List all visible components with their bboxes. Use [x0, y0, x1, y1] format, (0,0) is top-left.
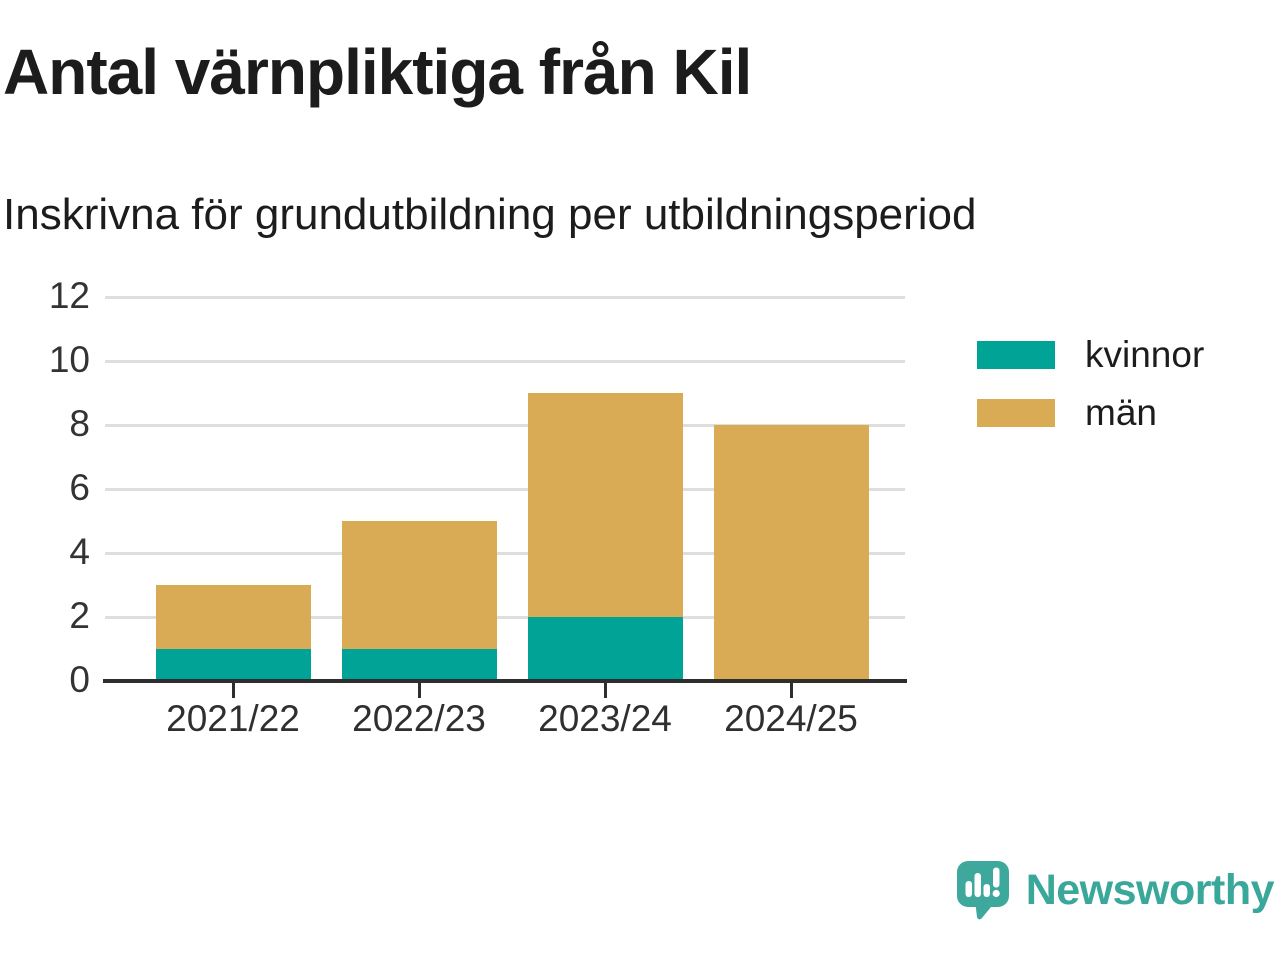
x-axis-tick: [603, 683, 607, 698]
x-axis-tick: [789, 683, 793, 698]
x-axis-category-label: 2022/23: [352, 698, 486, 739]
y-axis-tick-label: 4: [69, 531, 90, 573]
gridline-y8: [105, 423, 905, 427]
newsworthy-logo: Newsworthy: [956, 860, 1275, 920]
y-axis-tick-label: 10: [48, 339, 90, 381]
x-axis-line: [103, 679, 907, 683]
y-axis-tick-label: 2: [69, 595, 90, 637]
x-axis-category-label: 2023/24: [538, 698, 672, 739]
y-axis-tick-label: 8: [69, 403, 90, 445]
newsworthy-logo-icon: [956, 861, 1009, 920]
legend-swatch-kvinnor: [977, 341, 1055, 369]
bar-segment-kvinnor-2022/23: [341, 649, 497, 681]
x-axis-tick: [417, 683, 421, 698]
chart-subtitle: Inskrivna för grundutbildning per utbild…: [3, 190, 977, 239]
legend-label-kvinnor: kvinnor: [1085, 334, 1205, 375]
x-axis-category-label: 2021/22: [166, 698, 300, 739]
gridline-y6: [105, 487, 905, 491]
bar-segment-män-2021/22: [155, 585, 311, 649]
x-axis-tick: [231, 683, 235, 698]
gridline-y2: [105, 615, 905, 619]
x-axis-category-label: 2024/25: [724, 698, 858, 739]
y-axis-tick-label: 6: [69, 467, 90, 509]
gridline-y4: [105, 551, 905, 555]
legend-swatch-män: [977, 399, 1055, 427]
bar-segment-kvinnor-2021/22: [155, 649, 311, 681]
legend-label-män: män: [1085, 392, 1157, 433]
gridline-y12: [105, 295, 905, 299]
bar-segment-män-2024/25: [713, 425, 869, 681]
y-axis-tick-label: 0: [69, 659, 90, 701]
bar-segment-män-2022/23: [341, 521, 497, 649]
chart-title: Antal värnpliktiga från Kil: [3, 36, 752, 108]
bar-segment-kvinnor-2023/24: [527, 617, 683, 681]
newsworthy-logo-text: Newsworthy: [1025, 865, 1275, 914]
gridline-y10: [105, 359, 905, 363]
y-axis-tick-label: 12: [48, 275, 90, 317]
bar-segment-män-2023/24: [527, 393, 683, 617]
